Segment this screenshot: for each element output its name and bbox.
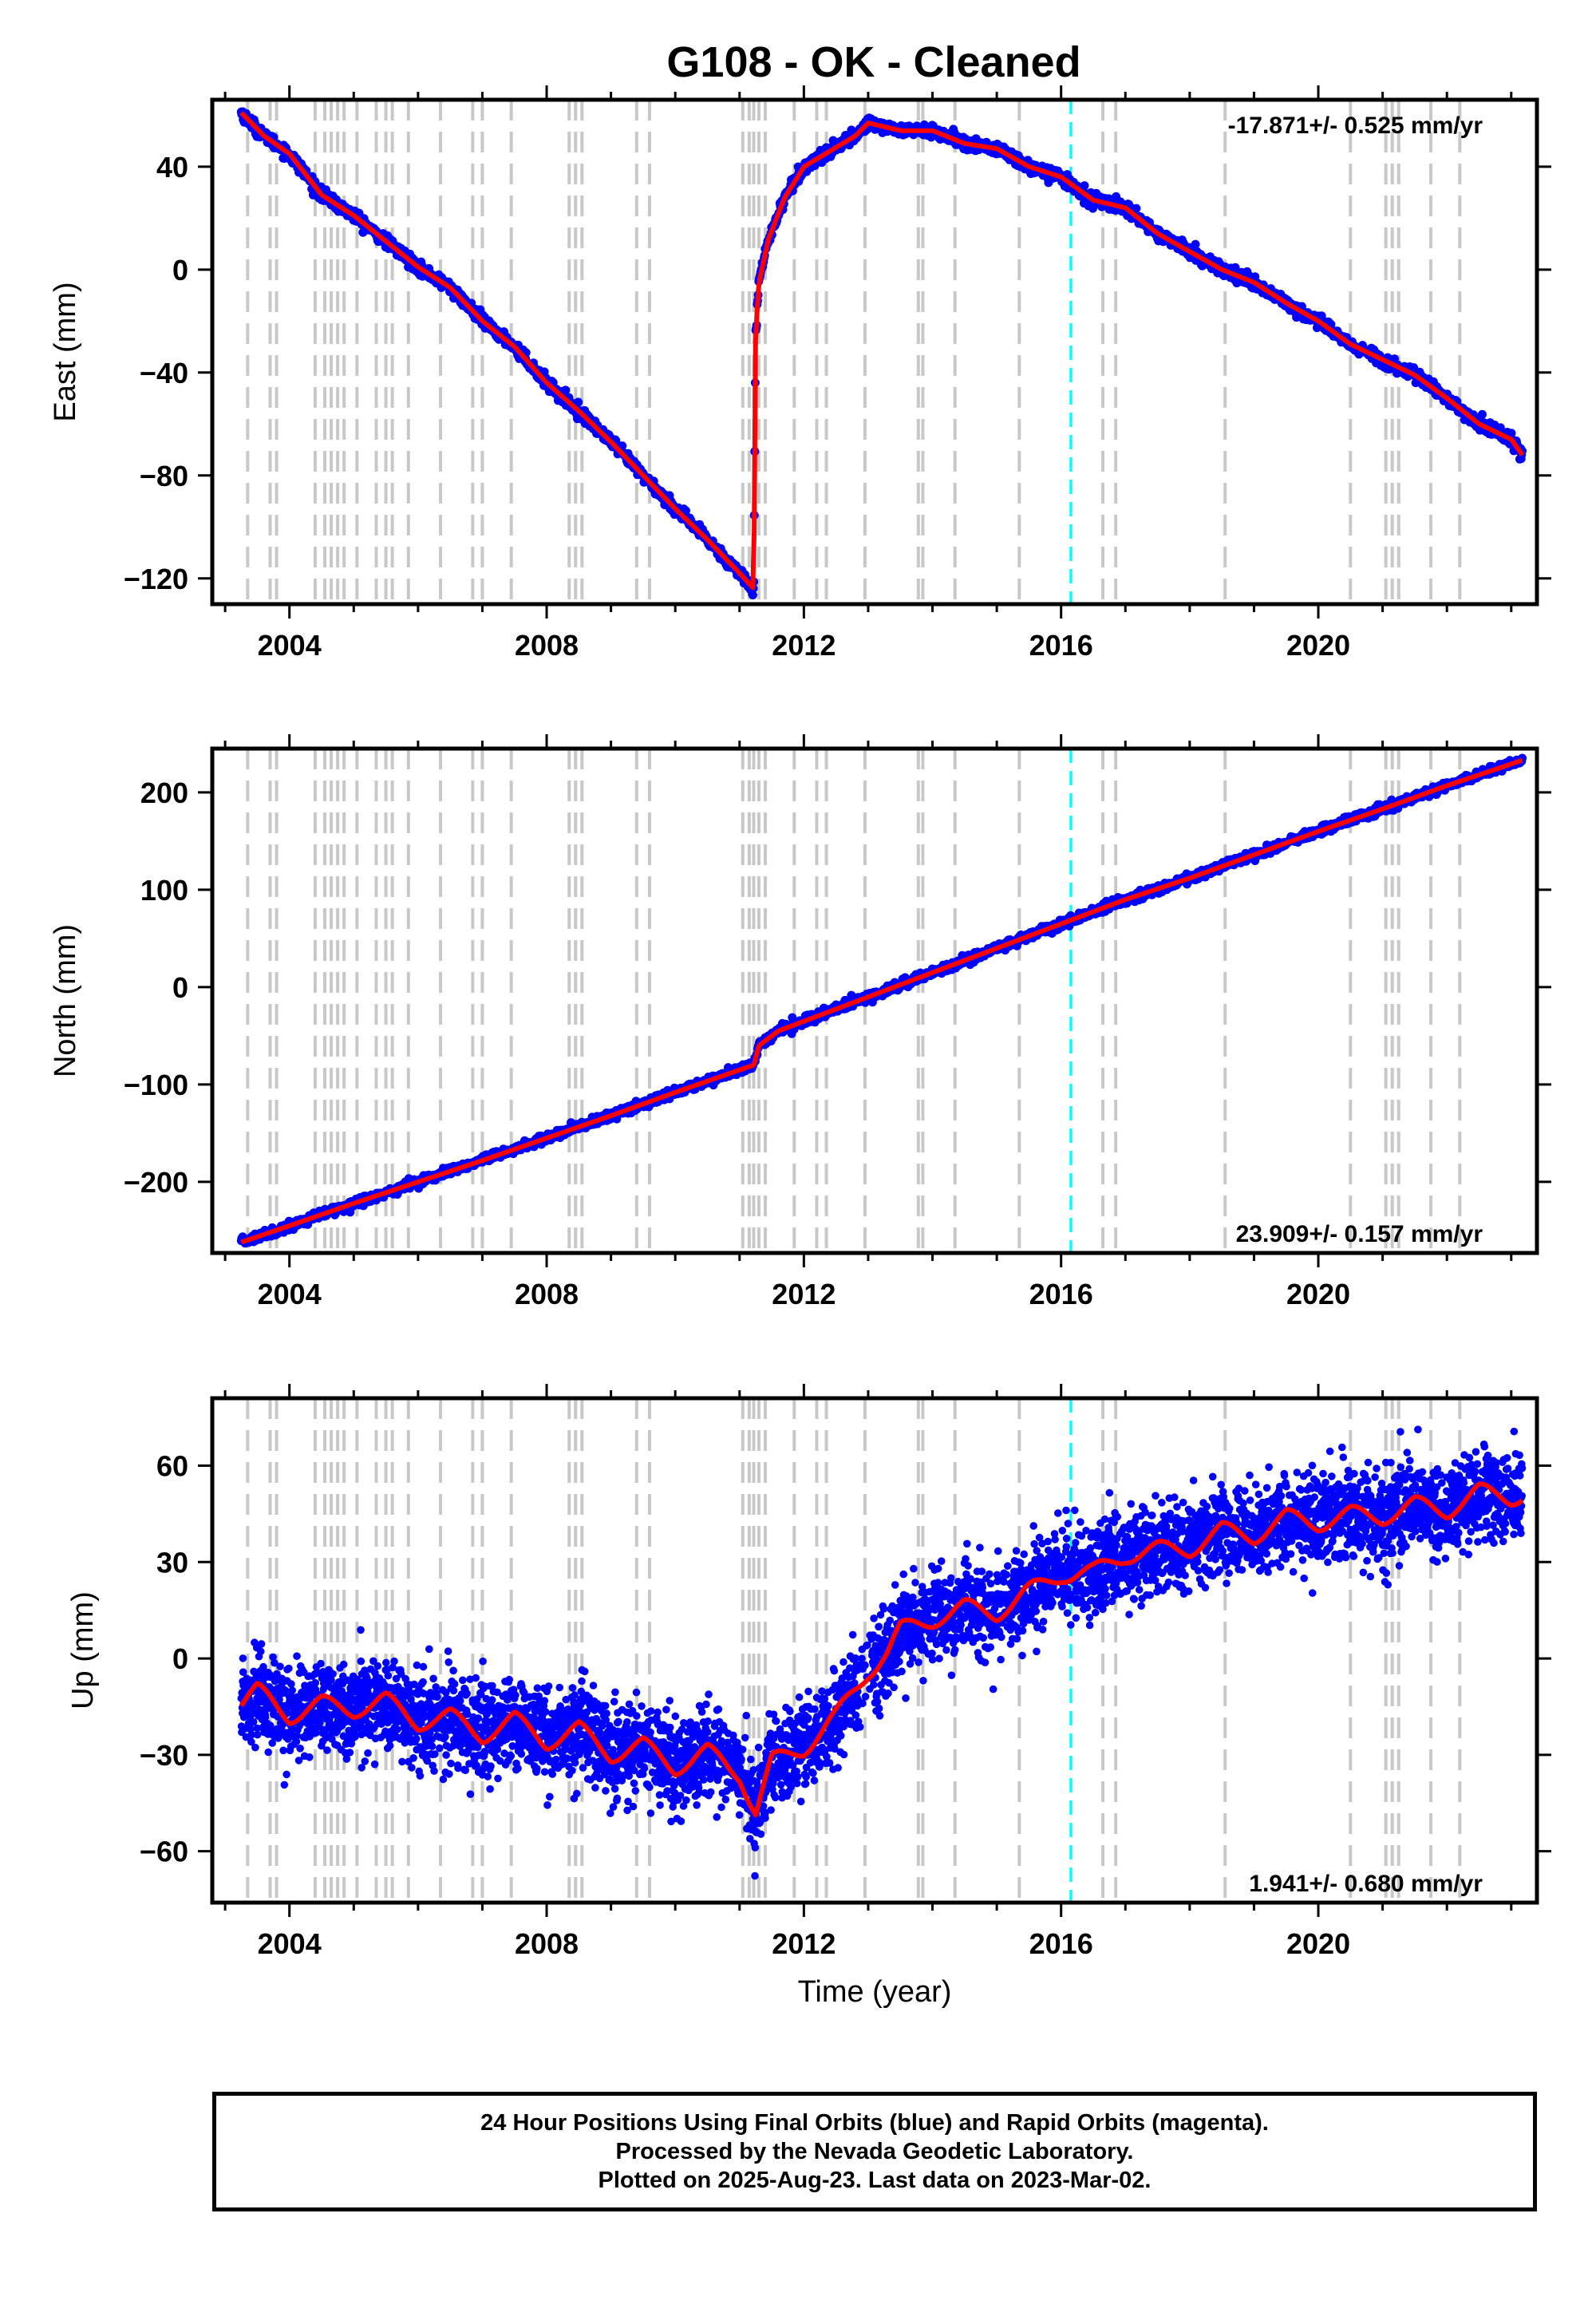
x-tick-label: 2004	[258, 629, 322, 662]
y-tick-label: 30	[156, 1546, 188, 1579]
y-tick-label: −40	[140, 357, 188, 389]
x-tick-label: 2020	[1286, 629, 1350, 662]
x-tick-label: 2012	[772, 629, 836, 662]
y-tick-label: 40	[156, 151, 188, 184]
model-fit-line	[240, 757, 1523, 1245]
velocity-rate-label: -17.871+/- 0.525 mm/yr	[1228, 113, 1483, 139]
footer-line-2: Processed by the Nevada Geodetic Laborat…	[615, 2139, 1134, 2164]
y-tick-label: −200	[124, 1166, 188, 1199]
y-tick-label: −120	[124, 563, 188, 595]
x-tick-label: 2016	[1029, 1278, 1093, 1310]
y-tick-label: 60	[156, 1450, 188, 1483]
plot-frame	[210, 746, 1539, 1255]
x-tick-label: 2008	[515, 629, 579, 662]
plot-area	[236, 100, 1527, 604]
velocity-rate-label: 23.909+/- 0.157 mm/yr	[1236, 1221, 1483, 1247]
model-fit-line	[239, 111, 1524, 591]
y-tick-label: −30	[140, 1739, 188, 1772]
daily-position-points	[236, 753, 1527, 1248]
y-tick-label: −80	[140, 460, 188, 492]
plot-area	[236, 749, 1527, 1253]
footer-line-3: Plotted on 2025-Aug-23. Last data on 202…	[598, 2168, 1152, 2193]
chart-title: G108 - OK - Cleaned	[666, 38, 1080, 86]
x-tick-label: 2008	[515, 1927, 579, 1960]
y-tick-label: −100	[124, 1069, 188, 1101]
y-tick-label: 0	[172, 971, 188, 1004]
x-axis-label: Time (year)	[798, 1975, 952, 2009]
x-tick-label: 2016	[1029, 1927, 1093, 1960]
y-tick-label: 0	[172, 1642, 188, 1675]
velocity-rate-label: 1.941+/- 0.680 mm/yr	[1249, 1871, 1483, 1897]
footer-line-1: 24 Hour Positions Using Final Orbits (bl…	[480, 2110, 1269, 2136]
y-tick-label: 100	[140, 874, 188, 907]
y-tick-label: 200	[140, 777, 188, 809]
x-tick-label: 2012	[772, 1927, 836, 1960]
y-tick-label: 0	[172, 254, 188, 287]
y-axis-label: East (mm)	[49, 282, 82, 421]
plot-area	[237, 1398, 1527, 1903]
footer-box: 24 Hour Positions Using Final Orbits (bl…	[212, 2092, 1537, 2211]
x-tick-label: 2020	[1286, 1278, 1350, 1310]
model-fit-line	[239, 1481, 1524, 1818]
y-axis-label: North (mm)	[49, 924, 82, 1077]
y-axis-label: Up (mm)	[66, 1591, 100, 1709]
y-tick-label: −60	[140, 1836, 188, 1868]
plot-frame	[210, 97, 1539, 607]
daily-position-points	[236, 107, 1527, 600]
x-tick-label: 2008	[515, 1278, 579, 1310]
daily-position-points	[237, 1425, 1527, 1880]
plot-frame	[210, 1396, 1539, 1905]
x-tick-label: 2016	[1029, 629, 1093, 662]
x-tick-label: 2012	[772, 1278, 836, 1310]
north-panel: 2004 2008 2012 2016 2020 200 100 0 −100 −200 North…	[49, 734, 1551, 1310]
east-panel: 2004 2008 2012 2016 2020 40 0 −40 −80 −120 East (m…	[49, 85, 1551, 662]
x-tick-label: 2004	[258, 1927, 322, 1960]
x-tick-label: 2004	[258, 1278, 322, 1310]
x-tick-label: 2020	[1286, 1927, 1350, 1960]
up-panel: 2004 2008 2012 2016 2020 60 30 0 −30 −60 Up (mm) Ti…	[66, 1384, 1551, 2009]
